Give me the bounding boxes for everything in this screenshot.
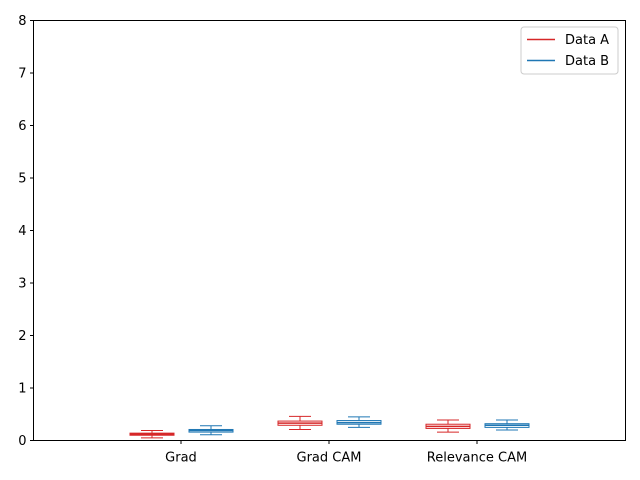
- x-tick-label: Grad CAM: [297, 451, 362, 466]
- box-data-b-1: [336, 416, 382, 428]
- box-data-a-1: [277, 415, 323, 430]
- y-tick-label: 4: [18, 224, 26, 239]
- y-tick-label: 5: [18, 172, 26, 187]
- box-data-b-0: [188, 425, 234, 436]
- y-tick-label: 0: [18, 434, 26, 449]
- x-axis: Grad Grad CAM Relevance CAM: [165, 440, 527, 466]
- box-marks: [129, 415, 530, 439]
- y-tick-label: 2: [18, 329, 26, 344]
- plot-frame: [33, 20, 626, 441]
- box-data-a-2: [425, 419, 471, 433]
- legend-label-data-b: Data B: [565, 54, 609, 69]
- y-tick-label: 1: [18, 382, 26, 397]
- x-tick-label: Relevance CAM: [427, 451, 527, 466]
- y-tick-label: 3: [18, 277, 26, 292]
- y-axis: 0 1 2 3 4 5 6 7 8: [18, 14, 34, 449]
- legend: Data A Data B: [520, 26, 619, 75]
- y-tick-label: 7: [18, 67, 26, 82]
- y-tick-label: 6: [18, 119, 26, 134]
- y-tick-label: 8: [18, 14, 26, 29]
- box-data-b-2: [484, 419, 530, 431]
- legend-label-data-a: Data A: [565, 33, 609, 48]
- x-tick-label: Grad: [165, 451, 197, 466]
- box-data-a-0: [129, 430, 175, 439]
